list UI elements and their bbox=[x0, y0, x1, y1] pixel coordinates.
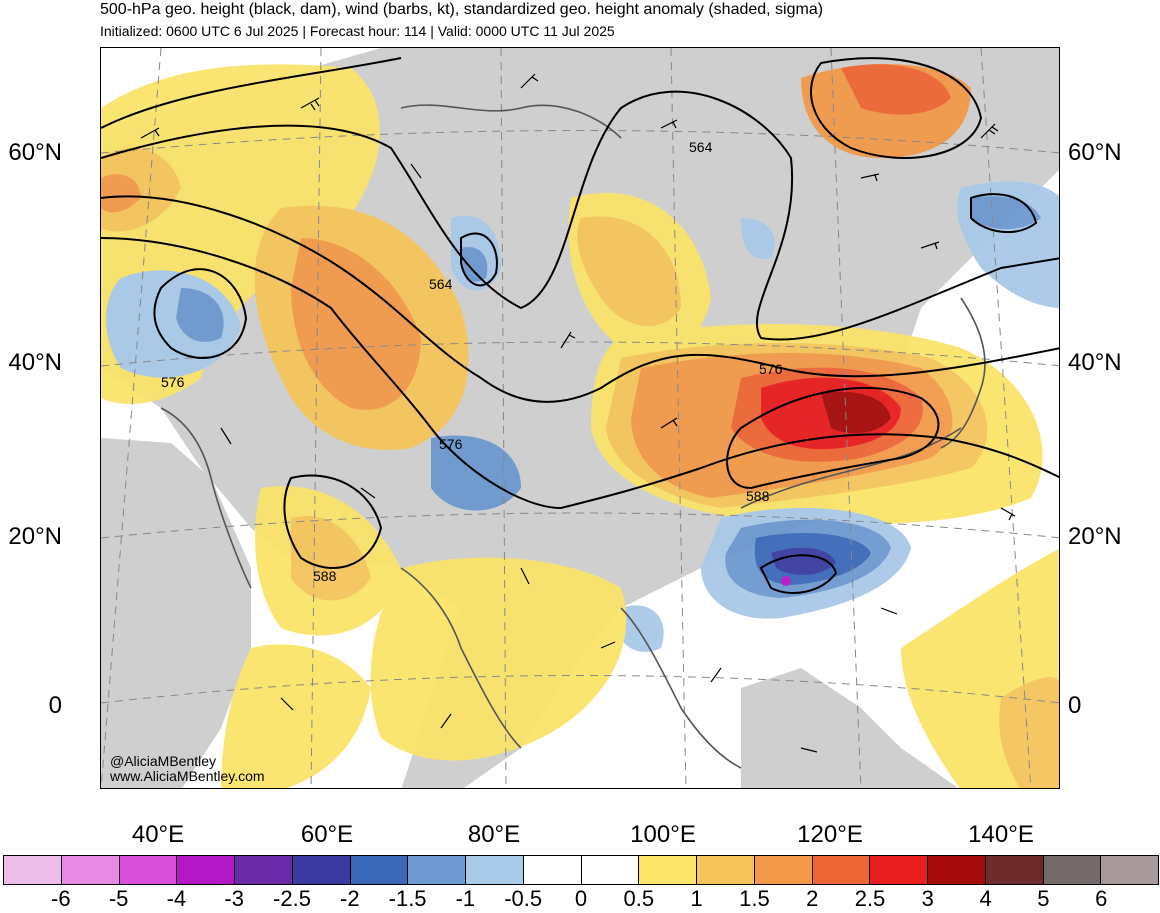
colorbar-tick-label: -3 bbox=[224, 886, 244, 911]
colorbar-tick-label: 5 bbox=[1037, 886, 1050, 911]
colorbar-swatch bbox=[639, 856, 697, 884]
colorbar-tick-label: -6 bbox=[51, 886, 71, 911]
lon-label-80e: 80°E bbox=[467, 821, 521, 848]
lon-label-120e: 120°E bbox=[797, 821, 863, 848]
map-canvas: 564 564 576 576 576 588 588 bbox=[101, 48, 1059, 788]
credit-handle: @AliciaMBentley bbox=[110, 753, 217, 769]
colorbar bbox=[3, 855, 1159, 885]
colorbar-swatch bbox=[812, 856, 871, 884]
land-africa bbox=[101, 438, 251, 788]
colorbar-swatch bbox=[177, 856, 235, 884]
colorbar-swatch bbox=[754, 856, 813, 884]
contour-label: 564 bbox=[429, 276, 453, 292]
colorbar-swatch bbox=[466, 856, 524, 884]
wind-barbs bbox=[140, 73, 1016, 753]
colorbar-swatch bbox=[119, 856, 178, 884]
colorbar-swatch bbox=[61, 856, 120, 884]
lat-label-40n-left: 40°N bbox=[8, 349, 62, 376]
colorbar-swatch bbox=[1043, 856, 1102, 884]
contour-label: 588 bbox=[313, 568, 337, 584]
contour-label: 564 bbox=[689, 139, 713, 155]
lon-label-100e: 100°E bbox=[630, 821, 696, 848]
credit-website: www.AliciaMBentley.com bbox=[110, 768, 265, 784]
colorbar-swatch bbox=[235, 856, 293, 884]
graticule bbox=[101, 48, 1059, 788]
colorbar-tick-label: -5 bbox=[108, 886, 129, 911]
colorbar-tick-label: -0.5 bbox=[504, 886, 543, 911]
colorbar-swatch bbox=[350, 856, 409, 884]
colorbar-tick-label: 2.5 bbox=[854, 886, 886, 911]
colorbar-tick-label: -2.5 bbox=[273, 886, 311, 911]
colorbar-swatch bbox=[523, 856, 582, 884]
colorbar-swatch bbox=[408, 856, 466, 884]
colorbar-tick-label: 0.5 bbox=[623, 886, 655, 911]
colorbar-tick-label: 1 bbox=[690, 886, 703, 911]
colorbar-tick-label: 0 bbox=[574, 886, 588, 911]
lon-label-60e: 60°E bbox=[300, 821, 354, 848]
colorbar-tick-label: 6 bbox=[1095, 886, 1108, 911]
colorbar-swatch bbox=[697, 856, 755, 884]
contour-label: 576 bbox=[161, 374, 185, 390]
map-panel: 564 564 576 576 576 588 588 bbox=[100, 47, 1060, 789]
lat-label-60n-right: 60°N bbox=[1068, 139, 1122, 166]
lat-label-20n-left: 20°N bbox=[8, 523, 62, 550]
colorbar-tick-label: 2 bbox=[806, 886, 819, 911]
lon-label-140e: 140°E bbox=[968, 821, 1034, 848]
lat-label-60n-left: 60°N bbox=[8, 139, 62, 166]
colorbar-swatch bbox=[1101, 856, 1158, 884]
chart-subtitle: Initialized: 0600 UTC 6 Jul 2025 | Forec… bbox=[100, 23, 615, 39]
contour-label: 576 bbox=[759, 361, 783, 377]
lat-label-20n-right: 20°N bbox=[1068, 523, 1122, 550]
colorbar-swatch bbox=[292, 856, 351, 884]
lat-label-40n-right: 40°N bbox=[1068, 349, 1122, 376]
colorbar-swatch bbox=[4, 856, 62, 884]
colorbar-tick-label: -1.5 bbox=[388, 886, 427, 911]
land-maritime bbox=[741, 668, 959, 788]
lat-label-0-right: 0 bbox=[1068, 692, 1082, 719]
coastlines bbox=[160, 104, 986, 769]
colorbar-tick-label: -1 bbox=[455, 886, 476, 911]
colorbar-tick-label: -2 bbox=[340, 886, 360, 911]
height-contours bbox=[101, 57, 1059, 594]
colorbar-swatch bbox=[581, 856, 640, 884]
colorbar-swatch bbox=[985, 856, 1044, 884]
colorbar-tick-label: 3 bbox=[921, 886, 934, 911]
contour-label: 576 bbox=[439, 436, 463, 452]
colorbar-swatch bbox=[870, 856, 928, 884]
chart-title: 500-hPa geo. height (black, dam), wind (… bbox=[100, 1, 824, 18]
lon-label-40e: 40°E bbox=[131, 821, 185, 848]
contour-labels: 564 564 576 576 576 588 588 bbox=[161, 139, 783, 584]
lat-label-0-left: 0 bbox=[48, 692, 62, 719]
colorbar-swatch bbox=[928, 856, 986, 884]
colorbar-tick-label: -4 bbox=[166, 886, 187, 911]
colorbar-tick-label: 1.5 bbox=[739, 886, 770, 911]
contour-label: 588 bbox=[746, 488, 770, 504]
colorbar-tick-label: 4 bbox=[979, 886, 992, 911]
